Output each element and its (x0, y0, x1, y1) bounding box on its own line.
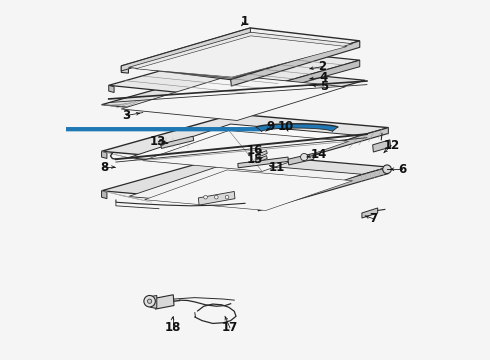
Text: 9: 9 (267, 121, 275, 134)
Text: 18: 18 (164, 321, 181, 334)
Text: 5: 5 (320, 80, 328, 93)
Polygon shape (128, 124, 360, 169)
Polygon shape (373, 140, 391, 152)
Circle shape (144, 296, 155, 307)
Polygon shape (150, 296, 157, 309)
Text: 7: 7 (369, 212, 377, 225)
Text: 8: 8 (100, 161, 109, 174)
Polygon shape (128, 163, 362, 208)
Polygon shape (101, 114, 389, 165)
Polygon shape (136, 36, 347, 77)
Text: 10: 10 (278, 121, 294, 134)
Circle shape (383, 165, 392, 174)
Polygon shape (229, 60, 360, 103)
Polygon shape (101, 191, 107, 199)
Polygon shape (161, 136, 194, 148)
Polygon shape (122, 66, 128, 73)
Polygon shape (128, 32, 353, 78)
Text: 2: 2 (318, 60, 326, 73)
Polygon shape (143, 131, 349, 171)
Polygon shape (101, 67, 365, 118)
Polygon shape (101, 151, 107, 158)
Circle shape (300, 153, 308, 161)
Circle shape (215, 195, 218, 199)
Polygon shape (258, 128, 389, 171)
Circle shape (147, 299, 152, 303)
Polygon shape (238, 157, 289, 168)
Polygon shape (145, 170, 353, 211)
Text: 17: 17 (222, 321, 238, 334)
Polygon shape (256, 150, 267, 158)
Polygon shape (288, 153, 314, 165)
Polygon shape (231, 41, 360, 86)
Polygon shape (258, 167, 389, 211)
Polygon shape (122, 75, 345, 121)
Polygon shape (122, 28, 360, 80)
Polygon shape (256, 156, 267, 163)
Text: 11: 11 (269, 161, 285, 174)
Text: 1: 1 (241, 15, 249, 28)
Text: 16: 16 (247, 144, 263, 157)
Polygon shape (155, 295, 174, 309)
Text: 6: 6 (398, 163, 406, 176)
Text: 13: 13 (150, 135, 166, 148)
Polygon shape (362, 208, 378, 218)
Text: 15: 15 (247, 153, 263, 166)
Text: 3: 3 (122, 109, 131, 122)
Circle shape (204, 195, 207, 199)
Circle shape (225, 195, 229, 199)
Polygon shape (109, 48, 360, 98)
Polygon shape (122, 28, 250, 71)
Polygon shape (101, 153, 389, 204)
Polygon shape (109, 85, 114, 93)
Text: 4: 4 (319, 71, 327, 84)
Circle shape (159, 139, 165, 145)
Polygon shape (198, 192, 235, 205)
Text: 14: 14 (311, 148, 327, 161)
Text: 12: 12 (383, 139, 399, 152)
